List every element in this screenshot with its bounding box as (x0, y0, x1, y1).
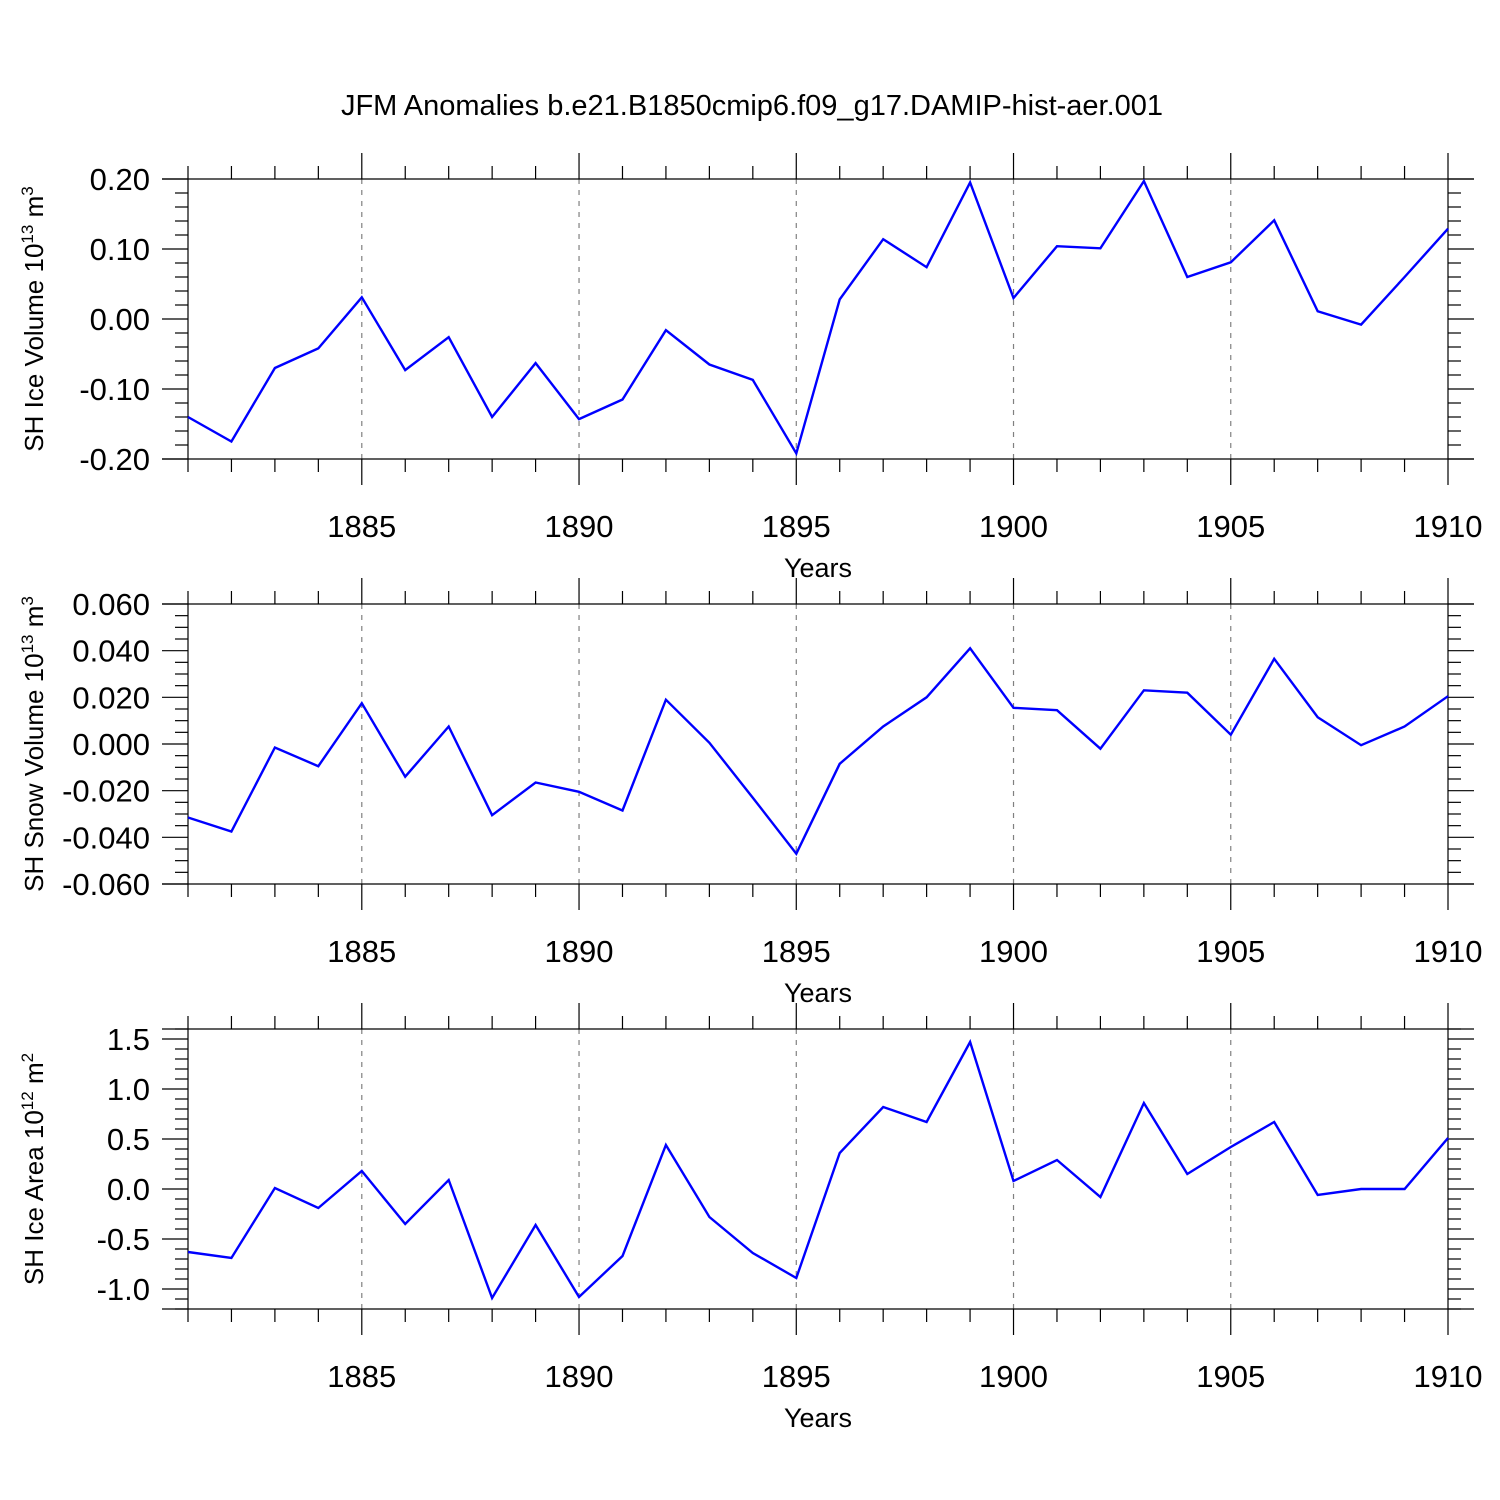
x-tick-label: 1885 (327, 1359, 396, 1394)
y-tick-label: 0.5 (107, 1122, 150, 1157)
x-tick-label: 1910 (1414, 1359, 1483, 1394)
y-axis-label: SH Ice Area 1012 m2 (18, 1053, 49, 1285)
x-tick-label: 1895 (762, 934, 831, 969)
y-axis-label-exponent: 13 (18, 225, 37, 244)
y-tick-label: 0.000 (72, 727, 150, 762)
panel-1: -0.20 -0.10 0.00 0.10 0.20 1885 1890 1895 1900 19… (18, 153, 1482, 583)
y-axis-label-unit: m (19, 196, 49, 225)
y-tick-label: -0.20 (79, 442, 150, 477)
x-tick-label: 1885 (327, 509, 396, 544)
y-tick-label: -0.040 (62, 820, 150, 855)
series-line (187, 178, 1449, 457)
y-tick-label: 0.00 (90, 302, 150, 337)
y-axis-label: SH Snow Volume 1013 m3 (18, 596, 49, 892)
y-tick-label: -0.10 (79, 372, 150, 407)
y-tick-label: 0.060 (72, 587, 150, 622)
x-tick-label: 1890 (545, 509, 614, 544)
y-tick-label: 1.5 (107, 1022, 150, 1057)
x-axis-label: Years (784, 978, 852, 1008)
series-line (187, 1038, 1449, 1301)
y-tick-label: 0.10 (90, 232, 150, 267)
y-axis-label-text: SH Ice Area 10 (19, 1110, 49, 1285)
x-tick-label: 1900 (979, 1359, 1048, 1394)
y-tick-label: 0.20 (90, 162, 150, 197)
y-tick-label: -0.020 (62, 774, 150, 809)
x-tick-label: 1900 (979, 934, 1048, 969)
x-axis-label: Years (784, 553, 852, 583)
x-tick-label: 1890 (545, 934, 614, 969)
series-line (187, 646, 1449, 856)
y-axis-label-unit: m (19, 1062, 49, 1091)
x-tick-label: 1905 (1196, 1359, 1265, 1394)
y-axis-label-unit: m (19, 606, 49, 635)
x-tick-label: 1890 (545, 1359, 614, 1394)
x-tick-label: 1905 (1196, 509, 1265, 544)
x-tick-label: 1910 (1414, 934, 1483, 969)
y-tick-label: -0.060 (62, 867, 150, 902)
figure-title: JFM Anomalies b.e21.B1850cmip6.f09_g17.D… (341, 90, 1163, 122)
y-tick-label: 0.0 (107, 1172, 150, 1207)
y-axis-label-exponent: 12 (18, 1091, 37, 1110)
y-axis-label-text: SH Ice Volume 10 (19, 244, 49, 452)
x-axis-label: Years (784, 1403, 852, 1433)
y-tick-label: 0.020 (72, 680, 150, 715)
x-tick-label: 1895 (762, 1359, 831, 1394)
y-axis-label-unit-exponent: 2 (18, 1053, 37, 1062)
y-axis-label-exponent: 13 (18, 634, 37, 653)
x-tick-label: 1910 (1414, 509, 1483, 544)
y-tick-label: -0.5 (97, 1222, 150, 1257)
panel-3: -1.0 -0.5 0.0 0.5 1.0 1.5 1885 1890 1895 1900 1905… (18, 1003, 1482, 1433)
panels: -0.20 -0.10 0.00 0.10 0.20 1885 1890 1895 1900 19… (18, 153, 1482, 1433)
y-tick-label: 0.040 (72, 634, 150, 669)
x-tick-label: 1900 (979, 509, 1048, 544)
y-axis-label: SH Ice Volume 1013 m3 (18, 186, 49, 451)
x-tick-label: 1905 (1196, 934, 1265, 969)
y-axis-label-text: SH Snow Volume 10 (19, 653, 49, 891)
y-axis-label-unit-exponent: 3 (18, 596, 37, 605)
panel-2: -0.060 -0.040 -0.020 0.000 0.020 0.040 0.060 18… (18, 578, 1482, 1008)
y-tick-label: -1.0 (97, 1272, 150, 1307)
x-tick-label: 1885 (327, 934, 396, 969)
x-tick-label: 1895 (762, 509, 831, 544)
y-axis-label-unit-exponent: 3 (18, 186, 37, 195)
y-tick-label: 1.0 (107, 1072, 150, 1107)
